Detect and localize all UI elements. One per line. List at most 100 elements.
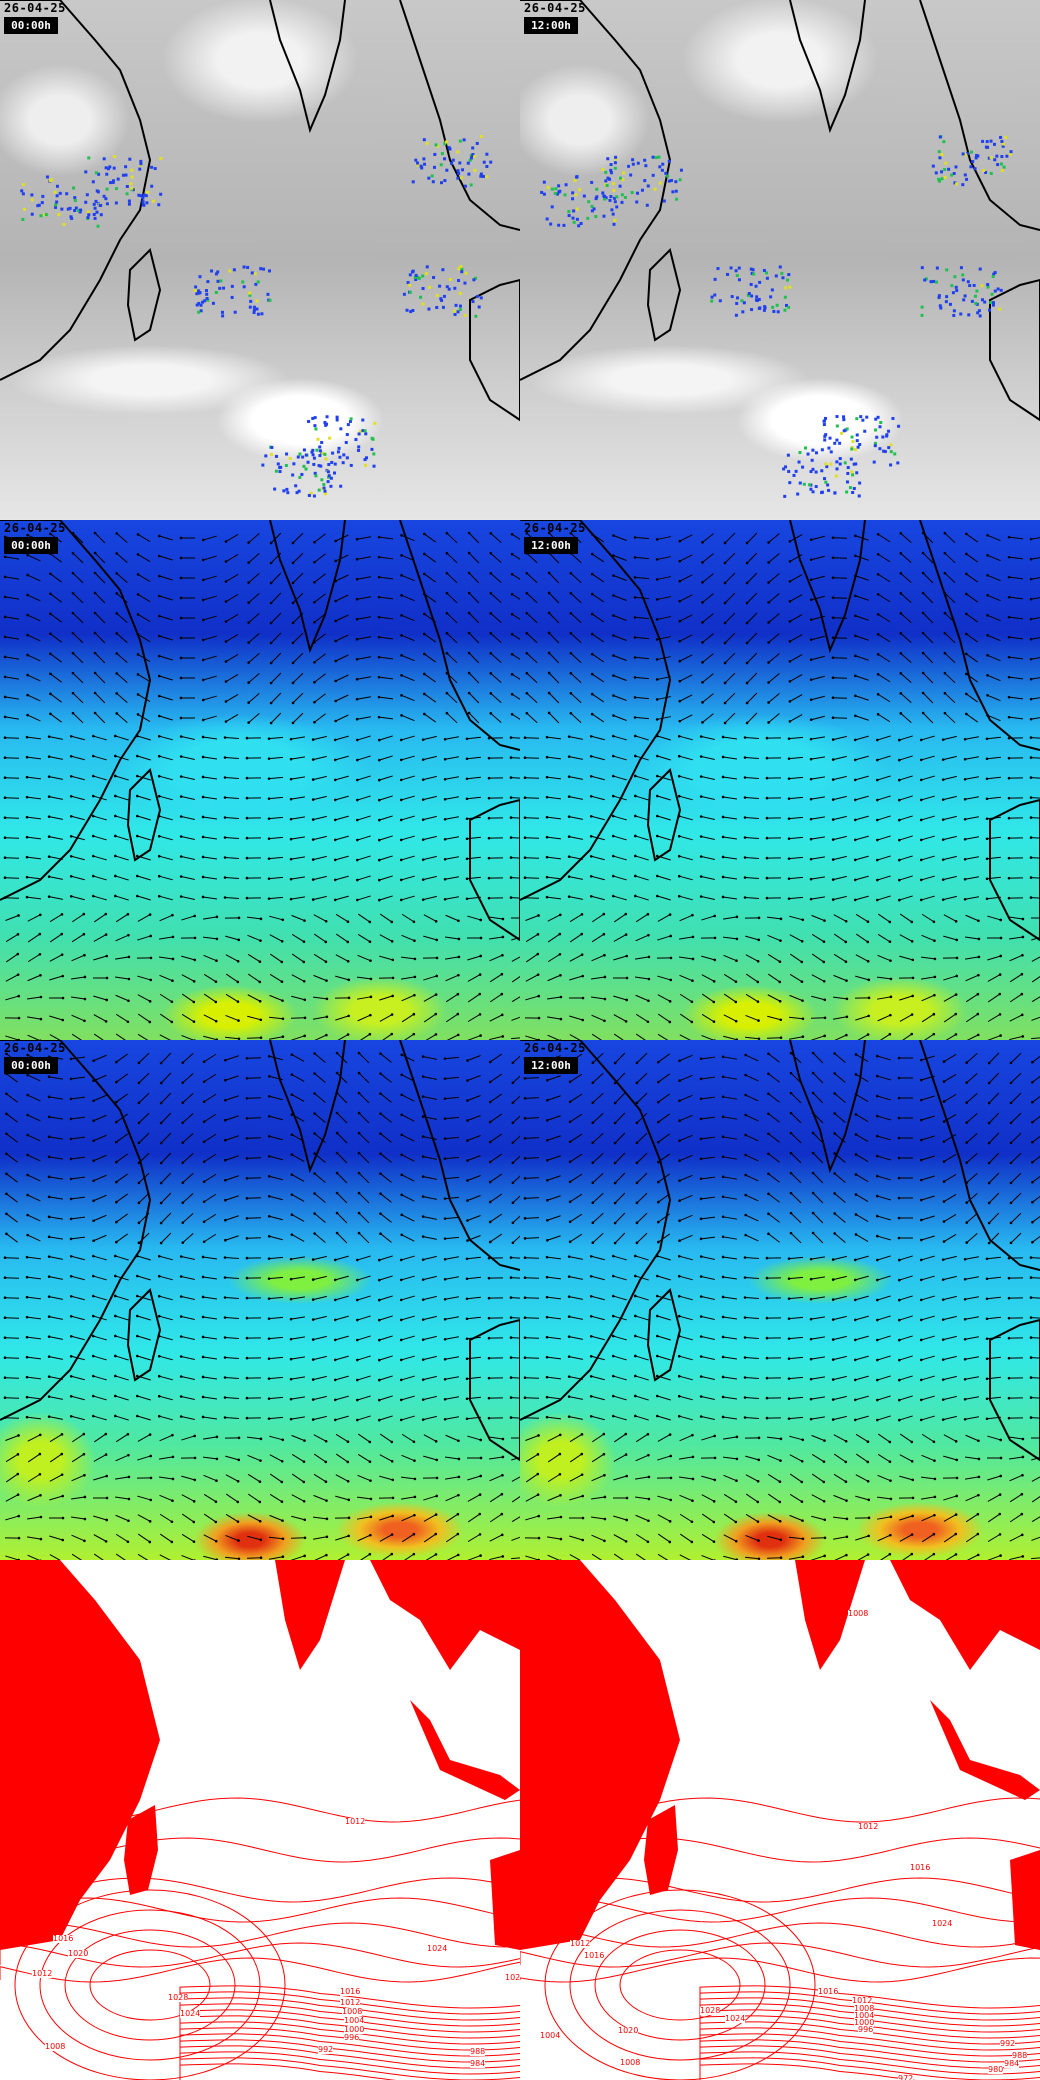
precipitation-pixel — [857, 494, 861, 498]
wind-arrow — [247, 593, 260, 604]
precipitation-pixel — [747, 291, 751, 295]
wind-arrow — [400, 956, 417, 961]
wind-arrow — [135, 814, 151, 821]
wind-arrow — [569, 571, 582, 584]
wind-arrow — [289, 876, 305, 881]
wind-arrow — [422, 572, 436, 583]
wind-arrow — [91, 754, 107, 761]
precipitation-pixel — [214, 290, 218, 294]
wind-arrow — [269, 652, 282, 665]
timestamp: 26-04-25 00:00h — [4, 522, 66, 554]
precipitation-pixel — [827, 446, 831, 450]
wind-arrow — [401, 913, 416, 924]
wind-arrow — [547, 651, 560, 664]
wind-arrow — [179, 616, 196, 620]
wind-arrow — [202, 936, 219, 941]
precipitation-pixel — [248, 305, 252, 309]
precipitation-pixel — [339, 427, 343, 431]
wind-arrow — [567, 795, 583, 800]
precipitation-pixel — [964, 153, 968, 157]
wind-arrow — [876, 592, 891, 603]
precipitation-pixel — [58, 191, 62, 195]
wind-arrow — [91, 854, 107, 861]
precipitation-pixel — [87, 156, 91, 160]
wind-arrow — [633, 536, 650, 540]
wind-arrow — [589, 754, 605, 761]
wind-arrow — [545, 815, 562, 820]
wind-arrow — [224, 634, 239, 643]
wind-arrow — [634, 834, 649, 841]
wind-arrow — [655, 814, 671, 821]
precipitation-pixel — [324, 423, 328, 427]
wind-arrow — [356, 735, 371, 742]
coastline-path — [469, 1318, 520, 1462]
wind-arrow — [465, 776, 482, 781]
wind-arrow — [509, 816, 520, 819]
wind-arrow — [267, 756, 284, 760]
wind-arrow — [136, 533, 151, 543]
wind-arrow — [3, 595, 19, 600]
precipitation-pixel — [820, 491, 824, 495]
precipitation-pixel — [23, 207, 27, 211]
precipitation-pixel — [264, 454, 268, 458]
precipitation-pixel — [954, 285, 958, 289]
wind-arrow — [569, 651, 582, 664]
wind-arrow — [290, 1016, 307, 1020]
precipitation-pixel — [54, 203, 58, 207]
precipitation-pixel — [218, 286, 222, 290]
precipitation-pixel — [96, 224, 100, 228]
precipitation-pixel — [214, 272, 218, 276]
wind-arrow — [136, 573, 151, 583]
wind-arrow — [49, 652, 62, 663]
precipitation-pixel — [823, 416, 827, 420]
precipitation-pixel — [324, 457, 328, 461]
wind-arrow — [223, 816, 240, 819]
precipitation-pixel — [996, 287, 1000, 291]
precipitation-pixel — [752, 272, 756, 276]
wind-arrow — [831, 716, 848, 720]
wind-arrow — [313, 974, 328, 982]
precipitation-pixel — [835, 415, 839, 419]
wind-arrow — [355, 596, 371, 601]
precipitation-pixel — [991, 301, 995, 305]
precipitation-pixel — [197, 310, 201, 314]
precipitation-pixel — [109, 181, 113, 185]
wind-arrow — [114, 874, 129, 881]
precipitation-pixel — [458, 304, 462, 308]
wind-arrow — [71, 611, 84, 624]
wind-arrow — [745, 592, 758, 605]
wind-arrow — [201, 775, 217, 780]
precipitation-pixel — [749, 267, 753, 271]
wind-arrow — [446, 1033, 460, 1040]
wind-arrow — [115, 672, 128, 683]
coastline-path — [989, 798, 1040, 942]
wind-arrow — [445, 691, 458, 704]
precipitation-pixel — [765, 276, 769, 280]
isobar-label: 988 — [470, 2047, 486, 2056]
wind-arrow — [545, 755, 562, 760]
precipitation-pixel — [463, 184, 467, 188]
precipitation-pixel — [292, 462, 296, 466]
precipitation-pixel — [479, 135, 483, 139]
wind-arrow — [545, 795, 562, 800]
precipitation-pixel — [141, 203, 145, 207]
precipitation-pixel — [96, 190, 100, 194]
wind-arrow — [569, 671, 582, 684]
wind-arrow — [723, 572, 736, 585]
precipitation-pixel — [241, 280, 245, 284]
precipitation-pixel — [828, 436, 832, 440]
wind-arrow — [26, 995, 43, 1000]
precipitation-pixel — [43, 213, 47, 217]
precipitation-pixel — [125, 192, 129, 196]
wind-arrow — [180, 936, 197, 940]
isobar-label: 992 — [318, 2045, 334, 2054]
precipitation-pixel — [920, 266, 924, 270]
timestamp: 26-04-25 12:00h — [524, 2, 586, 34]
precipitation-pixel — [730, 295, 734, 299]
precipitation-pixel — [40, 201, 44, 205]
precipitation-pixel — [865, 415, 869, 419]
wind-arrow — [311, 775, 327, 781]
precipitation-pixel — [411, 180, 415, 184]
precipitation-pixel — [609, 171, 613, 175]
wind-arrow — [399, 735, 415, 742]
